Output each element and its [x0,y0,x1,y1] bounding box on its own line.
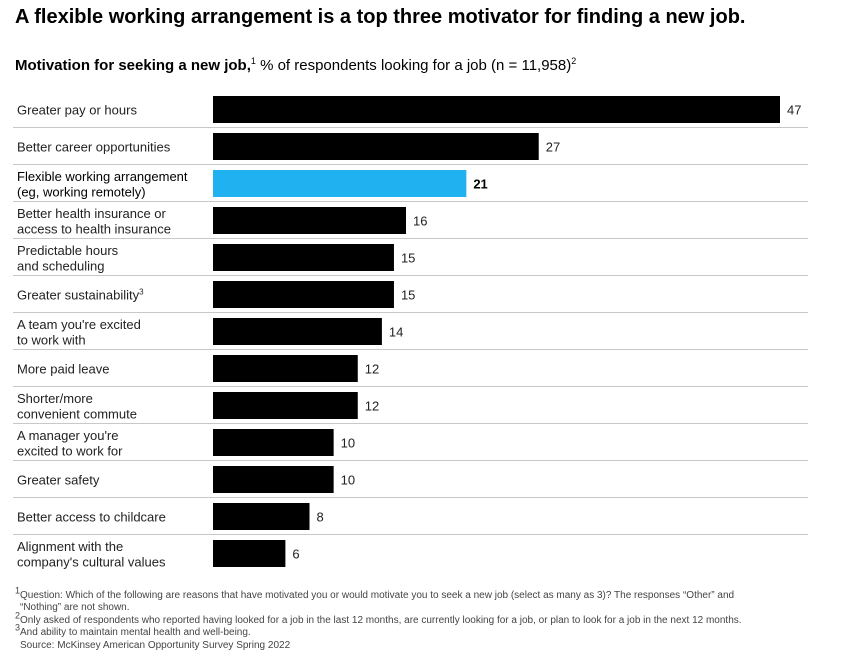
category-label: Greater safety [17,473,100,488]
footnote: 2Only asked of respondents who reported … [15,611,835,627]
value-label: 15 [401,288,415,303]
bar [213,318,382,345]
value-label: 21 [473,177,487,192]
bar [213,355,358,382]
bar [213,96,780,123]
bar-chart: 47 Greater pay or hours 27 Better career op… [13,96,808,570]
value-label: 10 [341,473,355,488]
bar [213,429,334,456]
subtitle-rest: % of respondents looking for a job (n = … [260,57,572,74]
bar [213,466,334,493]
footnote: 3And ability to maintain mental health a… [15,623,835,639]
category-label: Shorter/more convenient commute [17,391,137,422]
subtitle-bold: Motivation for seeking a new job, [15,57,251,74]
category-label: A manager you're excited to work for [17,428,123,459]
footnote: “Nothing” are not shown. [15,602,835,614]
category-label: A team you're excited to work with [17,317,141,348]
value-label: 12 [365,362,379,377]
footnotes: 1Question: Which of the following are re… [15,586,835,652]
bar [213,244,394,271]
subtitle-sup-1: 1 [250,56,256,66]
category-label: Greater sustainability3 [17,288,144,303]
footnote-text: Only asked of respondents who reported h… [20,614,742,626]
chart-title: A flexible working arrangement is a top … [15,6,746,28]
value-label: 10 [341,436,355,451]
value-label: 8 [317,510,324,525]
footnote-marker: 3 [15,622,21,633]
footnote-text: And ability to maintain mental health an… [20,627,251,639]
value-label: 27 [546,140,560,155]
category-label: Predictable hours and scheduling [17,243,119,274]
category-label: Better health insurance or access to heal… [17,206,171,237]
category-label: Better access to childcare [17,510,166,525]
value-label: 12 [365,399,379,414]
value-label: 16 [413,214,427,229]
footnote-text: Source: McKinsey American Opportunity Su… [20,639,291,651]
footnote-text: “Nothing” are not shown. [20,602,130,614]
footnote-marker: 1 [15,585,21,596]
chart-subtitle: Motivation for seeking a new job,1 % of … [15,56,577,75]
footnote: Source: McKinsey American Opportunity Su… [15,640,835,652]
bar [213,392,358,419]
value-label: 15 [401,251,415,266]
value-label: 14 [389,325,403,340]
category-label: Alignment with the company's cultural val… [17,539,166,570]
bar [213,281,394,308]
footnote-text: Question: Which of the following are rea… [20,590,735,601]
bar [213,540,286,567]
bar [213,503,310,530]
subtitle-sup-2: 2 [571,56,577,66]
footnote: 1Question: Which of the following are re… [15,586,835,602]
bar [213,207,407,234]
category-label: Better career opportunities [17,140,171,155]
footnote-marker: 2 [15,610,21,621]
bar [213,133,539,160]
category-label: More paid leave [17,362,110,377]
bar [213,170,467,197]
category-label: Flexible working arrangement (eg, working… [17,169,188,200]
value-label: 6 [292,547,299,562]
category-label: Greater pay or hours [17,103,137,118]
value-label: 47 [787,103,801,118]
